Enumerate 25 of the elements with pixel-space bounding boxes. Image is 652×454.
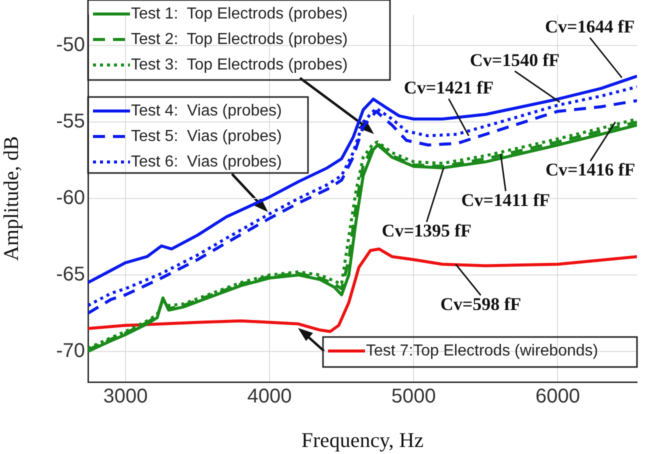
legend-label: Test 1: Top Electrods (probes) [131,5,348,22]
legend-label: Test 4: Vias (probes) [131,102,282,120]
x-tick-label: 6000 [536,386,580,408]
legend-label: Test 2: Top Electrods (probes) [131,30,348,48]
y-tick-label: -65 [56,263,85,286]
x-tick-label: 5000 [391,386,436,408]
annotation: Cv=1540 fF [470,50,560,70]
y-tick-label: -60 [56,187,85,210]
x-tick-label: 4000 [247,386,292,408]
y-tick-label: -70 [56,340,85,362]
y-tick-label: -50 [56,34,85,56]
annotation: Cv=1421 fF [404,77,494,98]
annotation: Cv=1644 fF [544,16,635,36]
legend-label: Test 5: Vias (probes) [131,128,282,145]
annotation: Cv=1411 fF [461,190,550,210]
annotation: Cv=1395 fF [382,220,472,241]
legend-label: Test 7:Top Electrods (wirebonds) [366,342,598,360]
legend-label: Test 3: Top Electrods (probes) [131,56,348,74]
x-axis-title: Frequency, Hz [301,428,424,452]
annotation: Cv=598 fF [440,294,522,314]
x-tick-label: 3000 [103,386,148,408]
y-tick-label: -55 [56,110,85,133]
y-axis-title: Amplitude, dB [0,136,24,261]
annotation: Cv=1416 fF [546,160,636,180]
legend-label: Test 6: Vias (probes) [131,153,282,170]
